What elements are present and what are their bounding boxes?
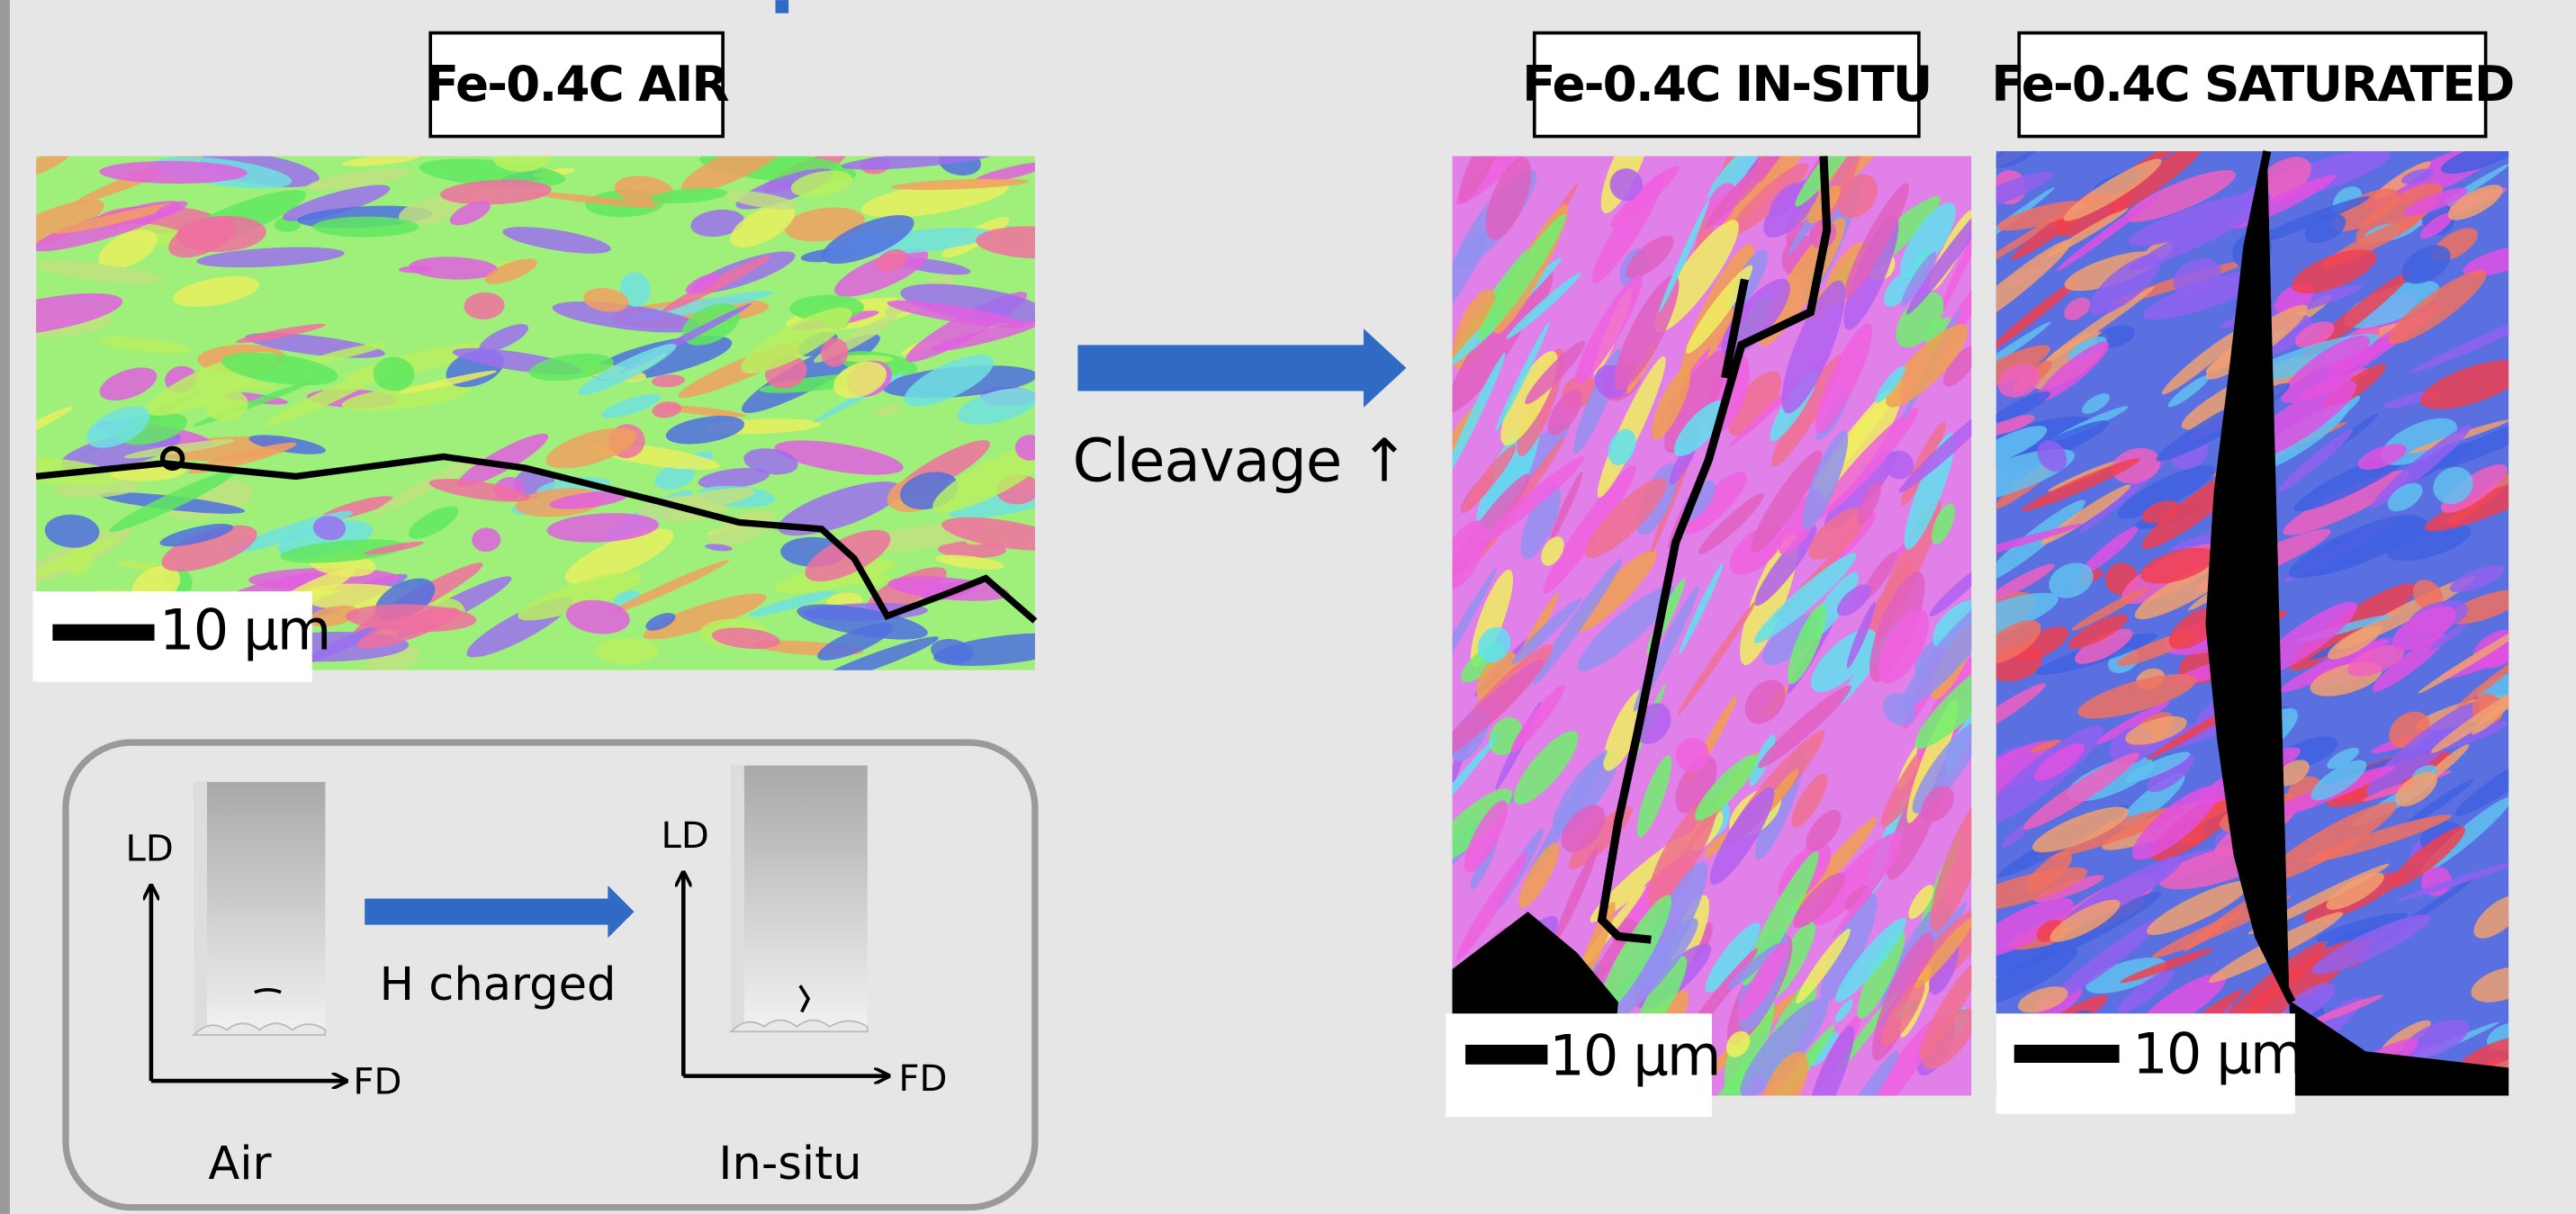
specimen [194, 782, 325, 1035]
panel-title: Fe-0.4C SATURATED [1991, 55, 2513, 112]
axis-label: LD [125, 829, 173, 870]
specimen [731, 766, 867, 1032]
specimen-side [731, 766, 744, 1032]
axis-label: FD [353, 1062, 401, 1103]
scale-label: 10 μm [2132, 1021, 2302, 1087]
axis-label: FD [898, 1058, 947, 1100]
scale-label: 10 μm [1549, 1022, 1719, 1088]
figure: Fe-0.4C AIR Fe-0.4C IN-SITU Fe-0.4C SATU… [0, 0, 2576, 1214]
arrow-label: H charged [380, 958, 617, 1012]
axis-label: LD [661, 815, 708, 857]
left-edge [0, 0, 10, 1214]
top-mark [776, 0, 789, 13]
arrow [365, 886, 634, 938]
specimen-side [194, 782, 207, 1035]
scale-bar [52, 625, 154, 641]
scale-bar [2014, 1045, 2120, 1063]
arrow [1077, 328, 1406, 408]
scale-bar [1465, 1045, 1547, 1065]
caption: In-situ [718, 1138, 861, 1191]
caption: Air [208, 1138, 271, 1191]
panel-title: Fe-0.4C IN-SITU [1522, 55, 1931, 112]
arrow-label: Cleavage ↑ [1073, 427, 1409, 496]
scale-label: 10 μm [159, 598, 329, 663]
grain [1015, 435, 1045, 461]
panel-title: Fe-0.4C AIR [426, 55, 730, 112]
